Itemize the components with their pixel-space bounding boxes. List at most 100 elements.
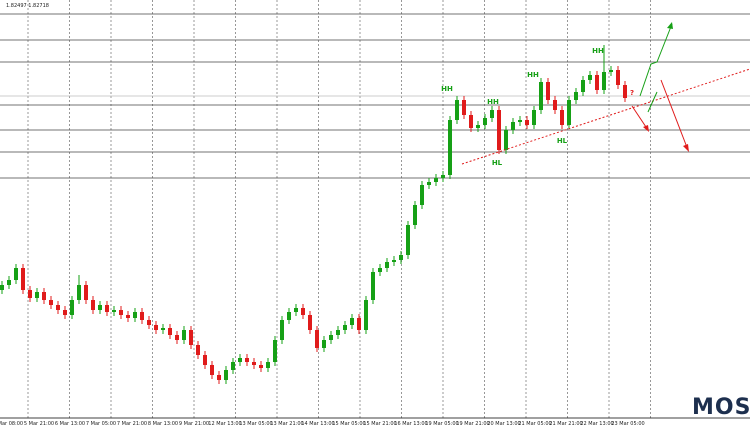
candle-body bbox=[427, 182, 431, 185]
candle-body bbox=[70, 300, 74, 315]
x-tick-label: 5 Mar 08:00 bbox=[0, 421, 23, 427]
candle-body bbox=[287, 312, 291, 320]
annotation: ? bbox=[630, 89, 634, 97]
candle-body bbox=[98, 305, 102, 310]
candle-body bbox=[301, 308, 305, 315]
x-tick-label: 22 Mar 13:00 bbox=[580, 421, 613, 427]
candle-body bbox=[623, 85, 627, 98]
candle-body bbox=[392, 260, 396, 262]
candle-body bbox=[553, 100, 557, 110]
annotation: HH bbox=[487, 98, 499, 106]
annotation: HH bbox=[592, 47, 604, 55]
levels bbox=[0, 13, 750, 179]
candle-body bbox=[147, 320, 151, 325]
candle-body bbox=[245, 358, 249, 362]
candle-body bbox=[0, 285, 4, 290]
candle-body bbox=[469, 115, 473, 128]
candle-body bbox=[525, 120, 529, 125]
annotation: HH bbox=[441, 85, 453, 93]
candle-body bbox=[28, 290, 32, 298]
candle-body bbox=[224, 370, 228, 380]
candle-body bbox=[434, 178, 438, 182]
candle-body bbox=[518, 120, 522, 122]
candle-body bbox=[35, 292, 39, 298]
candle-body bbox=[175, 335, 179, 340]
candle-body bbox=[546, 82, 550, 100]
candle-body bbox=[343, 325, 347, 330]
x-tick-label: 19 Mar 21:00 bbox=[456, 421, 489, 427]
trendline bbox=[461, 68, 750, 165]
candle-body bbox=[350, 318, 354, 325]
x-tick-label: 23 Mar 05:00 bbox=[611, 421, 644, 427]
candle-body bbox=[371, 272, 375, 300]
bear-arrow bbox=[660, 79, 689, 151]
candle-body bbox=[21, 268, 25, 290]
time-grid bbox=[27, 0, 651, 418]
candle-body bbox=[315, 330, 319, 348]
x-tick-label: 13 Mar 21:00 bbox=[270, 421, 303, 427]
candle-body bbox=[406, 225, 410, 255]
candle-body bbox=[119, 310, 123, 315]
annotation: HL bbox=[557, 137, 568, 145]
candle-body bbox=[462, 100, 466, 115]
candle-body bbox=[217, 375, 221, 380]
candle-body bbox=[504, 130, 508, 150]
candle-body bbox=[595, 75, 599, 90]
candle-body bbox=[399, 255, 403, 260]
x-tick-label: 15 Mar 05:00 bbox=[332, 421, 365, 427]
candle-body bbox=[42, 292, 46, 300]
candle-body bbox=[7, 280, 11, 285]
x-tick-label: 8 Mar 13:00 bbox=[148, 421, 178, 427]
candle-body bbox=[238, 358, 242, 362]
annotation: HH bbox=[527, 71, 539, 79]
arrow-head bbox=[683, 144, 689, 152]
candles bbox=[0, 45, 627, 384]
candle-body bbox=[140, 312, 144, 320]
x-tick-label: 16 Mar 13:00 bbox=[394, 421, 427, 427]
candle-body bbox=[490, 110, 494, 118]
candle-body bbox=[294, 308, 298, 312]
candle-body bbox=[112, 310, 116, 312]
candle-body bbox=[413, 205, 417, 225]
candle-body bbox=[154, 325, 158, 330]
candle-body bbox=[126, 315, 130, 318]
candle-body bbox=[364, 300, 368, 330]
candle-body bbox=[609, 70, 613, 72]
arrow-head bbox=[667, 22, 673, 29]
candle-body bbox=[385, 262, 389, 268]
candle-body bbox=[616, 70, 620, 85]
x-tick-label: 12 Mar 13:00 bbox=[208, 421, 241, 427]
candle-body bbox=[420, 185, 424, 205]
x-tick-label: 5 Mar 21:00 bbox=[24, 421, 54, 427]
arrow-head bbox=[643, 125, 649, 132]
x-tick-label: 13 Mar 05:00 bbox=[239, 421, 272, 427]
x-tick-label: 20 Mar 13:00 bbox=[487, 421, 520, 427]
candle-body bbox=[455, 100, 459, 120]
candle-body bbox=[252, 362, 256, 365]
candle-body bbox=[539, 82, 543, 110]
candle-body bbox=[511, 122, 515, 130]
candle-body bbox=[273, 340, 277, 362]
candle-body bbox=[308, 315, 312, 330]
candle-body bbox=[497, 110, 501, 150]
candle-body bbox=[91, 300, 95, 310]
candle-body bbox=[56, 305, 60, 310]
candle-body bbox=[588, 75, 592, 80]
candle-body bbox=[161, 328, 165, 330]
candle-body bbox=[84, 285, 88, 300]
candle-body bbox=[77, 285, 81, 300]
candle-body bbox=[329, 335, 333, 340]
x-tick-label: 14 Mar 13:00 bbox=[301, 421, 334, 427]
candle-body bbox=[448, 120, 452, 175]
candle-body bbox=[231, 362, 235, 370]
candle-body bbox=[259, 365, 263, 368]
candle-body bbox=[280, 320, 284, 340]
x-tick-label: 21 Mar 05:00 bbox=[518, 421, 551, 427]
header: 1.82497 1.82718 bbox=[6, 3, 49, 9]
x-labels: 5 Mar 08:005 Mar 21:006 Mar 13:007 Mar 0… bbox=[0, 421, 645, 427]
candle-body bbox=[336, 330, 340, 335]
candle-body bbox=[189, 330, 193, 345]
candle-body bbox=[203, 355, 207, 365]
candle-body bbox=[182, 330, 186, 340]
